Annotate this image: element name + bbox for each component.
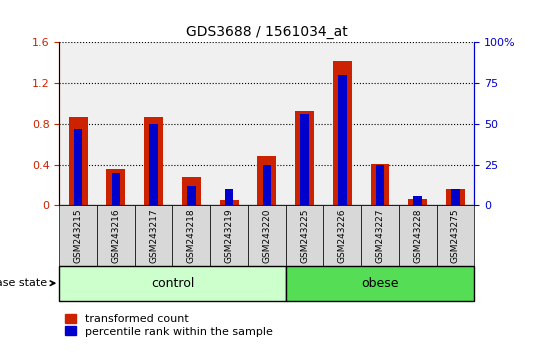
Bar (295, 111, 314, 205)
Bar (149, 124, 158, 205)
Bar (172, 205, 210, 266)
Bar (262, 165, 271, 205)
Bar (409, 199, 427, 205)
Bar (107, 169, 125, 205)
Bar (257, 156, 276, 205)
Bar (323, 205, 361, 266)
Text: GSM243275: GSM243275 (451, 208, 460, 263)
Text: GSM243216: GSM243216 (112, 208, 120, 263)
Bar (399, 205, 437, 266)
Bar (437, 205, 474, 266)
Text: obese: obese (361, 277, 399, 290)
Bar (210, 205, 248, 266)
Bar (300, 114, 309, 205)
Text: GSM243220: GSM243220 (262, 208, 271, 263)
Bar (225, 189, 233, 205)
Text: GSM243215: GSM243215 (74, 208, 82, 263)
Bar (59, 205, 97, 266)
Text: GSM243217: GSM243217 (149, 208, 158, 263)
Text: GSM243218: GSM243218 (187, 208, 196, 263)
Bar (338, 75, 347, 205)
Bar (182, 177, 201, 205)
Bar (333, 61, 351, 205)
Bar (112, 173, 120, 205)
Bar (144, 117, 163, 205)
Bar (69, 117, 87, 205)
Bar (135, 205, 172, 266)
Bar (248, 205, 286, 266)
Bar (371, 164, 389, 205)
Bar (451, 189, 460, 205)
Bar (376, 165, 384, 205)
Text: GSM243226: GSM243226 (338, 208, 347, 263)
Bar (361, 205, 399, 266)
Bar (220, 200, 238, 205)
Bar (286, 266, 474, 301)
Bar (286, 205, 323, 266)
Text: control: control (151, 277, 194, 290)
Bar (74, 129, 82, 205)
Bar (446, 189, 465, 205)
Text: GSM243228: GSM243228 (413, 208, 422, 263)
Bar (97, 205, 135, 266)
Text: GSM243219: GSM243219 (225, 208, 233, 263)
Text: GSM243227: GSM243227 (376, 208, 384, 263)
Bar (413, 195, 422, 205)
Bar (187, 186, 196, 205)
Title: GDS3688 / 1561034_at: GDS3688 / 1561034_at (186, 25, 348, 39)
Text: disease state: disease state (0, 278, 54, 288)
Text: GSM243225: GSM243225 (300, 208, 309, 263)
Legend: transformed count, percentile rank within the sample: transformed count, percentile rank withi… (65, 314, 273, 337)
Bar (59, 266, 286, 301)
